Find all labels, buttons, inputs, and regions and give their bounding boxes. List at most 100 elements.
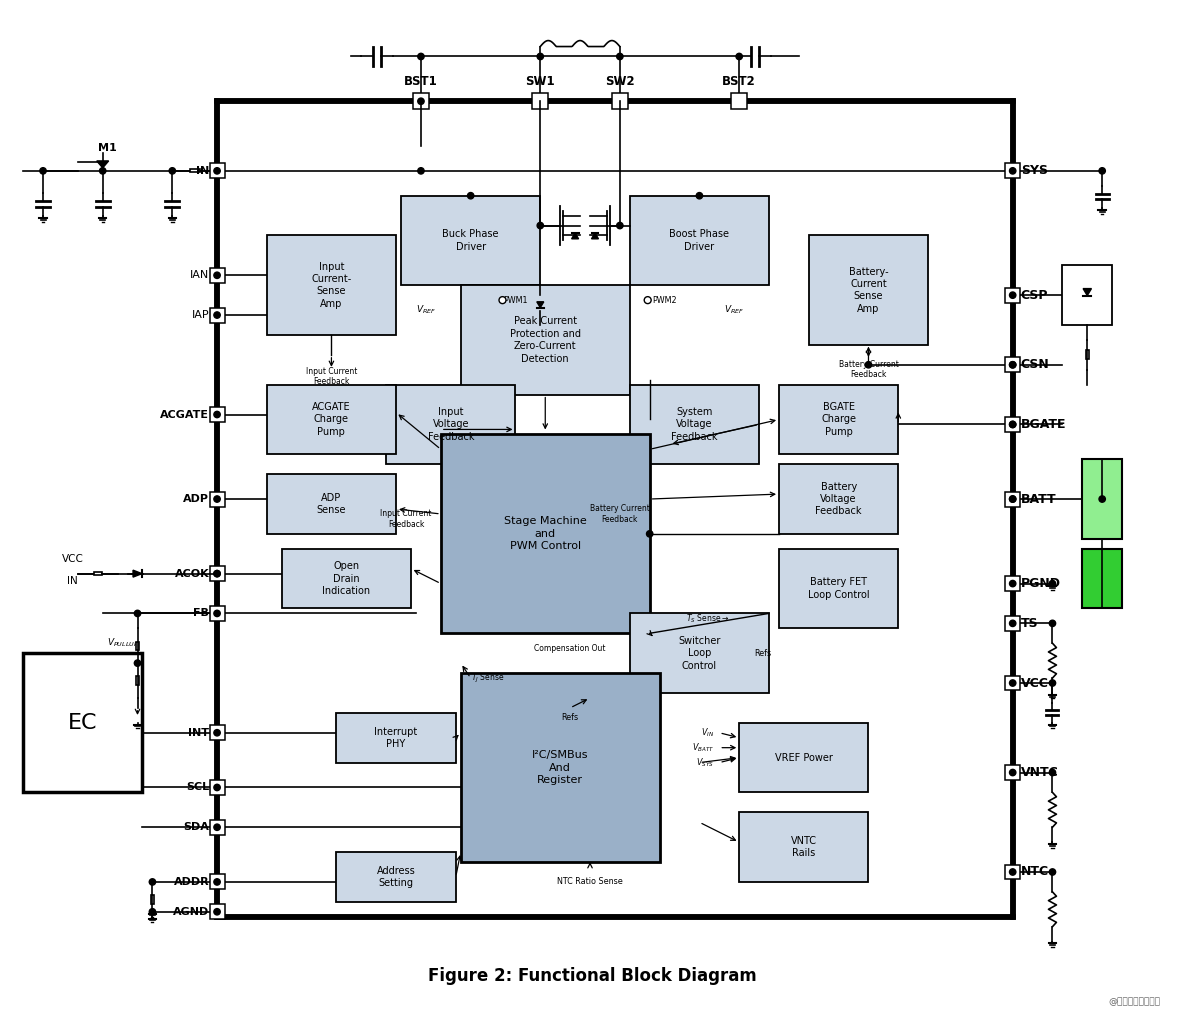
Circle shape [418,98,424,104]
Circle shape [696,193,702,199]
Text: CSN: CSN [1021,358,1049,371]
Bar [1082,549,1122,608]
Text: $T_S$ Sense$\rightarrow$: $T_S$ Sense$\rightarrow$ [686,612,729,625]
Text: ADP: ADP [184,494,210,504]
Circle shape [1010,362,1016,368]
Circle shape [1099,167,1106,174]
Bar [189,169,200,172]
Bar [210,725,225,740]
Text: EC: EC [67,713,97,733]
Bar [210,268,225,283]
Bar [1005,766,1021,780]
Text: NTC Ratio Sense: NTC Ratio Sense [558,877,623,886]
Text: SCL: SCL [186,783,210,793]
Circle shape [214,167,220,174]
Circle shape [214,824,220,830]
Bar [1005,576,1021,591]
Text: VCC: VCC [62,554,84,564]
Circle shape [617,222,623,229]
Bar [136,642,139,650]
Bar [210,904,225,920]
Text: SW2: SW2 [605,75,635,88]
Text: VREF Power: VREF Power [774,752,832,763]
Circle shape [644,297,651,303]
Text: BST1: BST1 [404,75,438,88]
Text: Battery
Voltage
Feedback: Battery Voltage Feedback [816,482,862,516]
Circle shape [214,610,220,617]
Circle shape [646,530,652,537]
Bar [336,852,456,901]
Bar [739,723,869,792]
Text: $V_{SYS}$: $V_{SYS}$ [696,756,714,769]
Bar [282,549,411,608]
Text: Input
Current-
Sense
Amp: Input Current- Sense Amp [311,262,352,309]
Circle shape [1010,292,1016,298]
Text: Battery-
Current
Sense
Amp: Battery- Current Sense Amp [849,267,888,313]
Text: VNTC
Rails: VNTC Rails [791,836,817,858]
Text: Battery FET
Loop Control: Battery FET Loop Control [807,577,869,599]
Text: FB: FB [193,608,210,619]
Circle shape [214,412,220,418]
Text: BGATE: BGATE [1021,418,1066,431]
Bar [779,464,899,533]
Bar [210,492,225,507]
Text: BATT: BATT [1021,493,1056,506]
Circle shape [1049,869,1056,875]
Circle shape [1010,580,1016,587]
Bar [401,196,540,285]
Bar [210,780,225,795]
Text: $T_J$ Sense: $T_J$ Sense [471,671,504,684]
Bar [1062,266,1112,325]
Text: Peak Current
Protection and
Zero-Current
Detection: Peak Current Protection and Zero-Current… [510,316,581,364]
Circle shape [214,571,220,577]
Circle shape [1010,770,1016,776]
Bar [210,407,225,422]
Bar [210,606,225,621]
Circle shape [1049,770,1056,776]
Text: BST2: BST2 [722,75,757,88]
Circle shape [418,167,424,174]
Text: Refs: Refs [754,649,771,658]
Bar [210,163,225,178]
Text: PWM2: PWM2 [652,296,677,304]
Circle shape [1010,421,1016,428]
Text: SYS: SYS [1021,164,1048,177]
Bar [440,434,650,634]
Text: ACGATE
Charge
Pump: ACGATE Charge Pump [313,403,350,437]
Text: IAN: IAN [189,271,210,280]
Circle shape [736,54,742,60]
Bar [1005,615,1021,631]
Circle shape [214,909,220,915]
Bar [210,566,225,581]
Text: PWM1: PWM1 [503,296,528,304]
Circle shape [1010,869,1016,875]
Polygon shape [133,570,142,577]
Circle shape [1010,496,1016,502]
Text: VNTC: VNTC [1021,766,1058,779]
Text: SDA: SDA [184,822,210,832]
Circle shape [99,167,105,174]
Text: VCC: VCC [1021,676,1049,690]
Bar [1086,350,1089,359]
Bar [779,549,899,629]
Bar [386,384,515,464]
Bar [630,196,770,285]
Text: $V_{REF}$: $V_{REF}$ [725,304,745,316]
Text: TS: TS [1021,617,1038,630]
Text: BGATE
Charge
Pump: BGATE Charge Pump [822,403,856,437]
Text: Address
Setting: Address Setting [377,866,416,888]
Polygon shape [592,233,598,239]
Circle shape [418,54,424,60]
Circle shape [1049,621,1056,627]
Circle shape [538,222,543,229]
Circle shape [538,54,543,60]
Text: M1: M1 [98,143,117,153]
Text: Input Current
Feedback: Input Current Feedback [305,367,358,386]
Bar [266,475,397,533]
Bar [266,384,397,454]
Bar [336,713,456,763]
Text: ADP
Sense: ADP Sense [316,493,346,515]
Bar [461,673,659,862]
Text: SW1: SW1 [526,75,555,88]
Text: Input Current
Feedback: Input Current Feedback [380,509,432,528]
